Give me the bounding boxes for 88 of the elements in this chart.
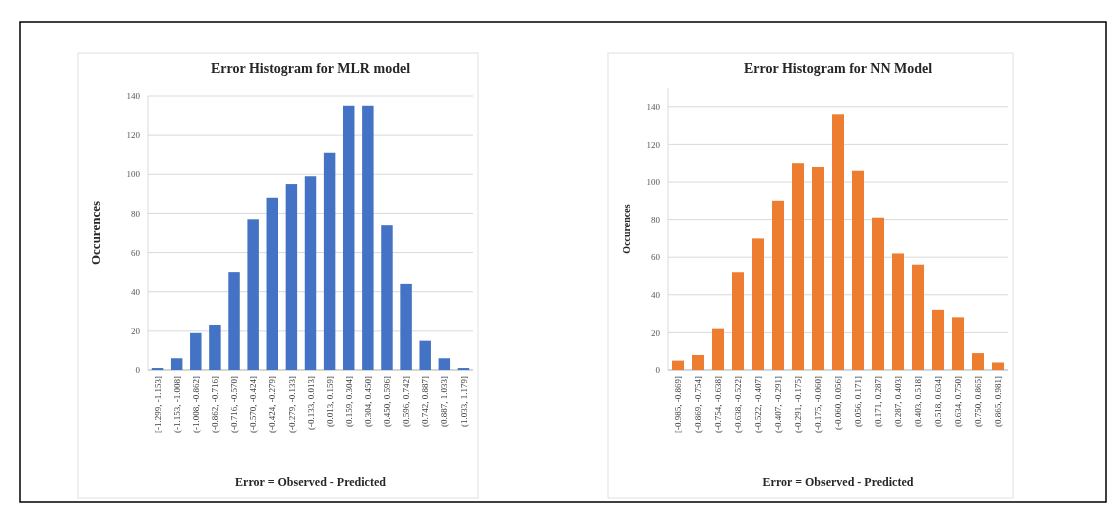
x-tick-label: (0.518, 0.634] — [933, 376, 944, 427]
bar — [343, 105, 355, 370]
x-tick-label: (0.742, 0.887] — [420, 376, 431, 427]
y-tick-label: 120 — [126, 130, 141, 141]
x-tick-label: (-1.008, -0.862] — [190, 376, 201, 433]
x-tick-label: (0.171, 0.287] — [873, 376, 884, 427]
bar — [732, 272, 744, 370]
bar — [932, 309, 944, 370]
x-tick-label: (0.056, 0.171] — [853, 376, 864, 427]
bar — [228, 272, 240, 370]
y-tick-label: 60 — [651, 252, 661, 263]
x-tick-label: (0.403, 0.518] — [913, 376, 924, 427]
x-tick-label: [-1.299, -1.153] — [152, 376, 163, 433]
x-tick-label: (1.033, 1.179] — [458, 376, 469, 427]
x-tick-label: (-0.716, -0.570] — [229, 376, 240, 433]
y-tick-label: 20 — [651, 327, 661, 338]
y-tick-label: 40 — [651, 289, 661, 300]
y-tick-label: 100 — [646, 177, 661, 188]
bar — [304, 176, 317, 370]
x-tick-label: (-0.862, -0.716] — [210, 376, 221, 433]
x-tick-label: (-1.153, -1.008] — [171, 376, 182, 433]
chart-title: Error Histogram for MLR model — [210, 61, 411, 76]
bar — [912, 264, 924, 370]
y-tick-label: 80 — [131, 208, 141, 219]
x-tick-label: (0.865, 0.981] — [993, 376, 1004, 427]
x-tick-label: (-0.279, -0.133] — [286, 376, 297, 433]
bar — [972, 353, 984, 370]
bar — [266, 197, 278, 370]
bar — [872, 217, 884, 370]
bar — [772, 200, 784, 370]
bar — [992, 362, 1004, 370]
y-axis-title: Occurences — [88, 200, 103, 266]
bar — [400, 283, 412, 370]
bar — [672, 360, 684, 370]
x-tick-label: (-0.407, -0.291] — [773, 376, 784, 433]
y-tick-label: 120 — [646, 139, 661, 150]
bar — [852, 170, 864, 370]
bar — [285, 184, 298, 370]
bar — [952, 317, 964, 370]
x-tick-label: (-0.424, -0.279] — [267, 376, 278, 433]
y-tick-label: 140 — [646, 101, 661, 112]
x-tick-label: (0.159, 0.304] — [343, 376, 354, 427]
y-tick-label: 100 — [126, 169, 141, 180]
y-tick-label: 40 — [131, 286, 141, 297]
bar — [812, 166, 824, 370]
x-tick-label: (0.596, 0.742] — [401, 376, 412, 427]
x-tick-label: (-0.133, 0.013] — [305, 376, 316, 430]
x-axis-title: Error = Observed - Predicted — [762, 475, 914, 489]
bar — [832, 114, 844, 370]
x-tick-label: (-0.522, -0.407] — [753, 376, 764, 433]
x-tick-label: (-0.060, 0.056] — [833, 376, 844, 430]
x-tick-label: (0.304, 0.450] — [363, 376, 373, 427]
x-tick-label: (0.750, 0.865] — [973, 376, 984, 427]
y-tick-label: 20 — [131, 326, 141, 337]
bar — [209, 324, 221, 370]
y-tick-label: 80 — [651, 214, 661, 225]
x-tick-label: [-0.985, -0.869] — [673, 376, 684, 433]
y-axis-title: Occurences — [621, 204, 632, 254]
y-tick-label: 0 — [655, 365, 661, 376]
bar — [170, 358, 183, 370]
bar — [190, 332, 202, 370]
bar — [752, 238, 764, 370]
bar — [892, 253, 904, 370]
x-axis-title: Error = Observed - Predicted — [235, 475, 387, 489]
bar — [419, 340, 431, 370]
chart-title: Error Histogram for NN Model — [743, 61, 933, 76]
bar — [438, 358, 451, 370]
bar — [712, 328, 724, 370]
bar — [692, 354, 704, 370]
bar — [323, 152, 336, 370]
x-tick-label: (-0.570, -0.424] — [248, 376, 259, 433]
x-tick-label: (0.450, 0.596] — [382, 376, 393, 427]
x-tick-label: (-0.175, -0.060] — [813, 376, 824, 433]
bar — [792, 163, 804, 370]
x-tick-label: (-0.638, -0.522] — [733, 376, 744, 433]
y-tick-label: 140 — [126, 91, 141, 102]
y-tick-label: 0 — [135, 365, 141, 376]
x-tick-label: (0.887, 1.033] — [439, 376, 450, 427]
x-tick-label: (-0.754, -0.638] — [713, 376, 724, 433]
x-tick-label: (-0.291, -0.175] — [793, 376, 804, 433]
x-tick-label: (-0.869, -0.754] — [693, 376, 704, 433]
y-tick-label: 60 — [131, 247, 141, 258]
x-tick-label: (0.634, 0.750] — [953, 376, 964, 427]
x-tick-label: (0.013, 0.159] — [324, 376, 335, 427]
bar — [247, 219, 259, 370]
x-tick-label: (0.287, 0.403] — [893, 376, 904, 427]
bar — [362, 105, 374, 370]
bar — [381, 225, 393, 370]
